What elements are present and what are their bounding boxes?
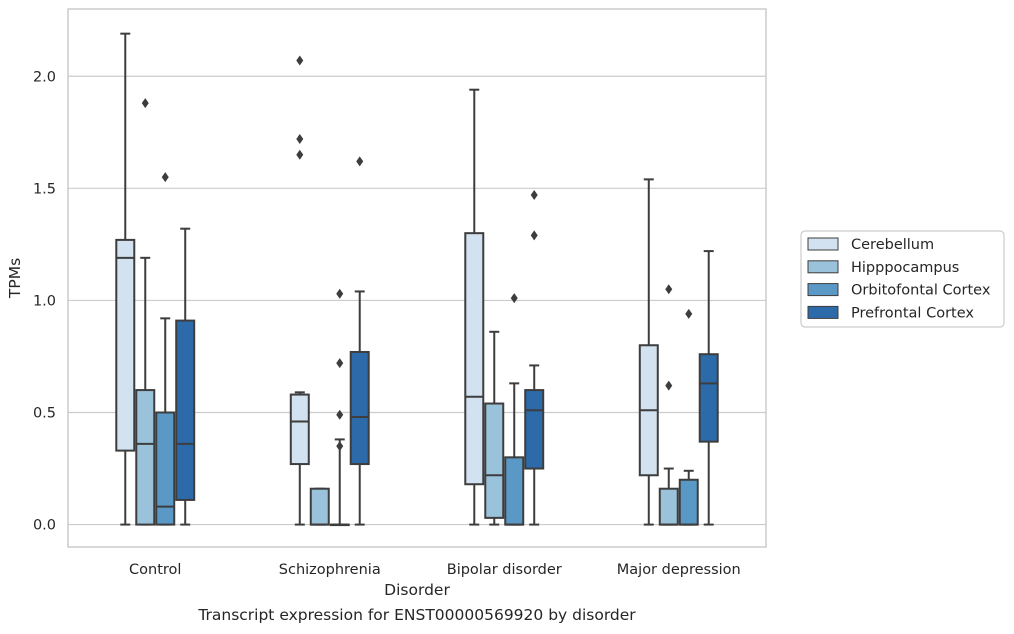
y-tick-label: 0.5 [33, 406, 56, 422]
box-orbitofontal-cortex [678, 308, 699, 526]
y-tick-label: 1.0 [33, 293, 56, 309]
outlier-point [510, 293, 518, 304]
box-body [175, 319, 196, 501]
x-tick-labels: Control Schizophrenia Bipolar disorder Majo… [129, 562, 741, 578]
box-body [309, 487, 330, 526]
legend-label: Hipppocampus [851, 260, 959, 276]
y-tick-label: 0.0 [33, 518, 56, 534]
box-body [504, 456, 525, 526]
y-tick-labels: 0.0 0.5 1.0 1.5 2.0 [33, 69, 56, 533]
plot-frame [67, 8, 767, 548]
outlier-point [336, 409, 344, 420]
box-body [524, 389, 545, 470]
box-hipppocampus [658, 284, 679, 526]
y-axis-label: TPMs [6, 258, 24, 299]
legend-swatch [807, 260, 839, 274]
x-axis-label: Disorder [384, 581, 450, 599]
outlier-point [530, 230, 538, 241]
box-body [678, 478, 699, 526]
outlier-point [336, 441, 344, 452]
box-prefrontal-cortex [698, 250, 719, 526]
outlier-point [296, 134, 304, 145]
box-prefrontal-cortex [349, 156, 370, 526]
legend-swatch [807, 283, 839, 297]
outlier-point [665, 380, 673, 391]
box-body [155, 411, 176, 526]
outlier-point [665, 284, 673, 295]
y-tick-label: 2.0 [33, 69, 56, 85]
legend-swatch [807, 305, 839, 319]
x-tick-label: Bipolar disorder [447, 562, 562, 578]
box-cerebellum [638, 178, 659, 526]
box-hipppocampus [309, 487, 330, 526]
box-cerebellum [464, 88, 485, 526]
box-cerebellum [289, 55, 310, 526]
box-body [349, 350, 370, 466]
outlier-point [530, 190, 538, 201]
caption: Transcript expression for ENST0000056992… [198, 606, 636, 624]
box-orbitofontal-cortex [329, 288, 350, 527]
x-tick-label: Control [129, 562, 181, 578]
outlier-point [141, 98, 149, 109]
y-tick-label: 1.5 [33, 181, 56, 197]
legend-label: Cerebellum [851, 237, 934, 253]
outlier-point [685, 308, 693, 319]
box-body [698, 353, 719, 443]
outlier-point [356, 156, 364, 167]
box-hipppocampus [484, 330, 505, 526]
legend: Cerebellum Hipppocampus Orbitofontal Corte… [800, 230, 1005, 328]
box-orbitofontal-cortex [155, 172, 176, 526]
x-tick-label: Major depression [617, 562, 741, 578]
box-body [658, 487, 679, 526]
box-body [289, 393, 310, 466]
legend-swatch [807, 237, 839, 251]
outlier-point [336, 288, 344, 299]
outlier-point [296, 149, 304, 160]
box-body [484, 402, 505, 519]
legend-label: Prefrontal Cortex [851, 305, 974, 321]
outlier-point [336, 358, 344, 369]
box-body [135, 389, 156, 526]
box-hipppocampus [135, 98, 156, 526]
legend-label: Orbitofontal Cortex [851, 283, 991, 299]
box-prefrontal-cortex [524, 190, 545, 526]
x-tick-label: Schizophrenia [279, 562, 381, 578]
box-prefrontal-cortex [175, 227, 196, 526]
box-body [464, 232, 485, 486]
box-body [115, 238, 136, 452]
boxes [115, 32, 719, 527]
outlier-point [161, 172, 169, 183]
box-cerebellum [115, 32, 136, 526]
box-orbitofontal-cortex [504, 293, 525, 526]
legend-frame [800, 230, 1005, 328]
outlier-point [296, 55, 304, 66]
